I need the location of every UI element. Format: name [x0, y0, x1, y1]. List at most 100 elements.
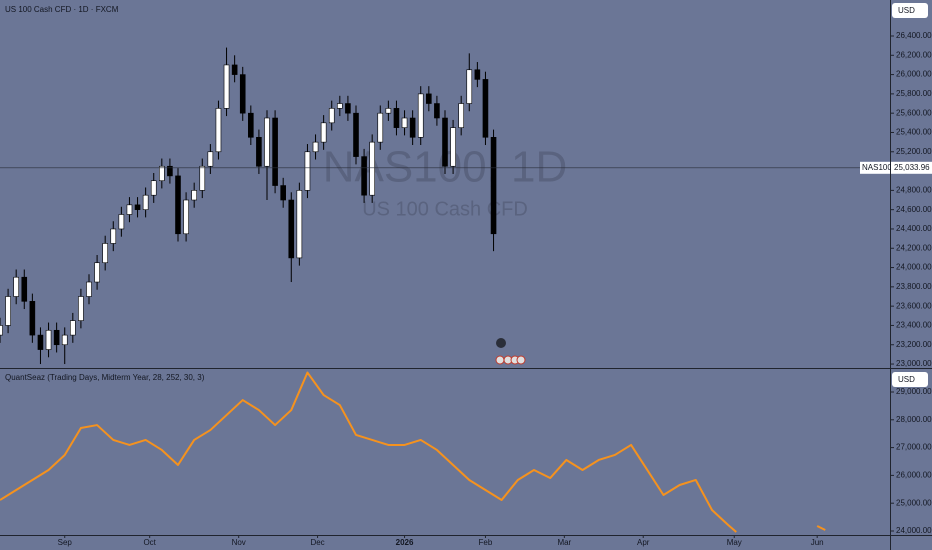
y-tick-label: 23,800.00	[896, 282, 932, 291]
candle-body	[110, 228, 117, 244]
x-tick-label: Oct	[143, 538, 156, 547]
candle-body	[320, 122, 327, 143]
price-tag: NAS100	[862, 163, 892, 172]
candle-body	[450, 127, 456, 167]
y-tick-label: 23,600.00	[896, 301, 932, 310]
y-tick-label: 25,200.00	[896, 147, 932, 156]
candle-body	[490, 137, 497, 235]
candle-body	[417, 93, 424, 138]
candle-body	[150, 180, 157, 196]
candle-body	[199, 165, 206, 191]
candle-body	[393, 108, 400, 128]
candle-body	[134, 204, 141, 210]
x-tick-label: Apr	[637, 538, 650, 547]
candle-body	[288, 199, 295, 259]
candle-body	[37, 334, 44, 350]
y-tick-label: 26,200.00	[896, 50, 932, 59]
candle-body	[385, 108, 392, 114]
y-tick-label: 25,600.00	[896, 108, 932, 117]
y-tick-label: 28,000.00	[896, 415, 932, 424]
y-tick-label: 24,000.00	[896, 263, 932, 272]
y-tick-label: 23,000.00	[896, 359, 932, 368]
candle-body	[102, 243, 108, 264]
candle-body	[207, 151, 214, 167]
event-icon[interactable]	[516, 355, 526, 365]
candle-body	[409, 117, 416, 138]
current-price-box	[891, 161, 932, 174]
price-tag-box	[860, 161, 890, 174]
candle-body	[29, 301, 36, 336]
y-tick-label: 23,400.00	[896, 321, 932, 330]
candle-body	[239, 74, 246, 114]
y-tick-label: 25,800.00	[896, 89, 932, 98]
currency-button[interactable]	[892, 372, 928, 387]
x-tick-label: Mar	[557, 538, 571, 547]
x-tick-label: Nov	[232, 538, 246, 547]
candle-body	[223, 64, 230, 109]
y-tick-label: 24,600.00	[896, 205, 932, 214]
candle-body	[337, 103, 343, 109]
candle-body	[264, 117, 270, 167]
x-tick-label: Feb	[479, 538, 493, 547]
y-tick-label: 25,400.00	[896, 128, 932, 137]
candle-body	[215, 108, 222, 153]
y-tick-label: 24,800.00	[896, 185, 932, 194]
candle-body	[312, 141, 319, 153]
candle-body	[401, 117, 408, 128]
currency-button[interactable]	[892, 3, 928, 18]
candle-body	[353, 112, 359, 157]
y-tick-label: 26,000.00	[896, 70, 932, 79]
candle-body	[191, 190, 197, 201]
candle-body	[167, 165, 173, 177]
x-tick-label: Sep	[58, 538, 73, 547]
candle-body	[53, 329, 60, 346]
y-tick-label: 24,000.00	[896, 526, 932, 535]
candle-body	[377, 112, 384, 143]
candle-body	[78, 296, 84, 321]
candle-body	[126, 204, 133, 215]
x-tick-label: Jun	[811, 538, 824, 547]
candle-body	[175, 175, 181, 235]
event-icon[interactable]	[495, 355, 505, 365]
candle-body	[442, 117, 448, 167]
candle-body	[45, 329, 52, 350]
candle-body	[231, 64, 238, 75]
candle-body	[142, 194, 149, 210]
candle-body	[248, 112, 254, 138]
candle-body	[296, 190, 303, 259]
x-tick-label: Dec	[310, 538, 324, 547]
candle-body	[86, 281, 92, 297]
current-price-label: 25,033.96	[894, 163, 930, 172]
candle-body	[256, 137, 262, 167]
candle-body	[426, 93, 432, 104]
candle-body	[434, 103, 440, 119]
candle-body	[70, 320, 76, 336]
candle-body	[0, 325, 3, 336]
y-tick-label: 27,000.00	[896, 443, 932, 452]
y-tick-label: 25,000.00	[896, 498, 932, 507]
candle-body	[272, 117, 278, 186]
x-tick-label: May	[727, 538, 742, 547]
y-tick-label: 23,200.00	[896, 340, 932, 349]
x-tick-label: 2026	[396, 538, 414, 547]
candle-body	[328, 108, 335, 124]
candle-body	[474, 69, 481, 80]
candle-body	[159, 165, 165, 182]
candle-body	[94, 262, 100, 283]
candle-body	[482, 79, 489, 138]
currency-label[interactable]: USD	[898, 375, 915, 384]
candle-body	[5, 296, 11, 326]
candle-body	[304, 151, 311, 191]
candle-body	[345, 103, 351, 114]
currency-label[interactable]: USD	[898, 6, 915, 15]
y-tick-label: 24,200.00	[896, 243, 932, 252]
candle-body	[183, 199, 189, 235]
y-tick-label: 26,400.00	[896, 31, 932, 40]
y-tick-label: 26,000.00	[896, 471, 932, 480]
candle-body	[280, 185, 286, 201]
watermark-name: US 100 Cash CFD	[362, 198, 528, 220]
event-icon[interactable]	[496, 338, 506, 348]
candle-body	[21, 276, 28, 302]
candle-body	[466, 69, 473, 104]
